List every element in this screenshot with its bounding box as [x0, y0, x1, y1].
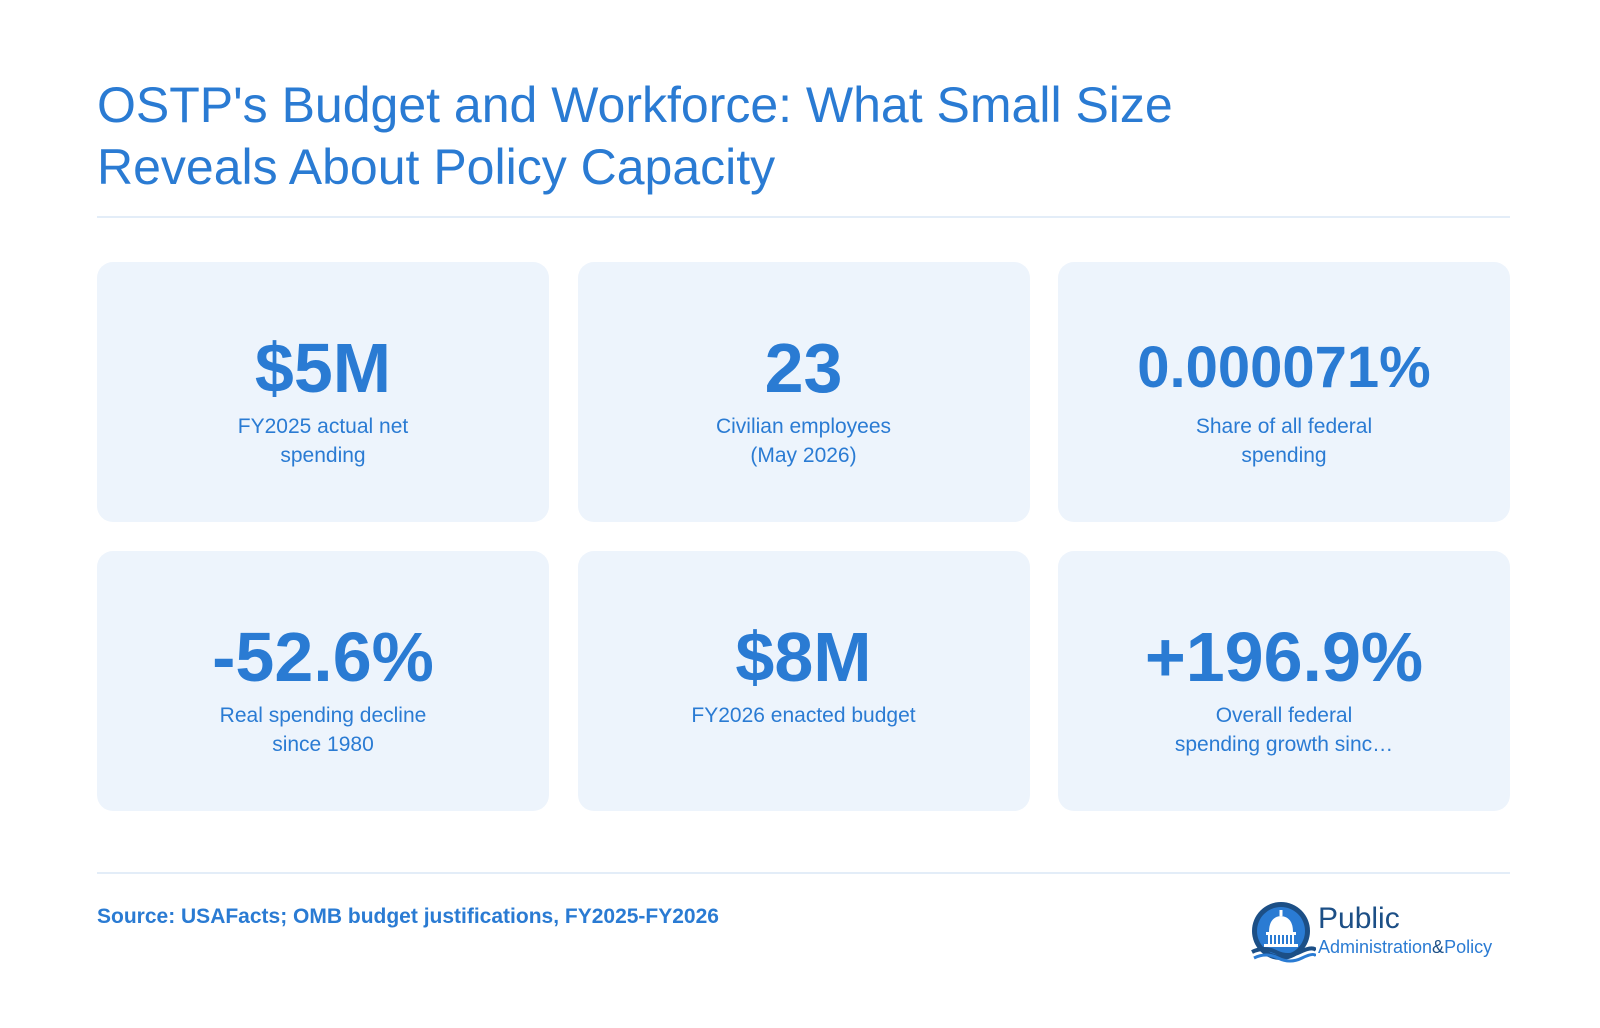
logo-ampersand: & — [1432, 937, 1445, 957]
page-title-line-1: OSTP's Budget and Workforce: What Small … — [97, 77, 1173, 133]
bottom-divider — [97, 872, 1510, 874]
stat-value: 0.000071% — [1137, 335, 1431, 400]
stat-value: 23 — [764, 329, 843, 407]
logo-word-policy: Policy — [1444, 937, 1493, 957]
logo-word-admin-policy: Administration&Policy — [1318, 936, 1492, 958]
stat-card-fy2026-budget: $8M FY2026 enacted budget — [577, 551, 1030, 811]
stat-label-line: spending — [280, 444, 366, 467]
stat-label: FY2026 enacted budget — [679, 701, 929, 730]
stat-label-line: Overall federal — [1215, 704, 1353, 727]
stat-card-real-decline: -52.6% Real spending decline since 1980 — [97, 551, 549, 811]
logo-word-admin: Administration — [1318, 937, 1433, 957]
page-title-line-2: Reveals About Policy Capacity — [97, 139, 776, 195]
stat-label-line: (May 2026) — [750, 444, 857, 467]
stat-label-line: spending — [1241, 444, 1327, 467]
stat-card-federal-share: 0.000071% Share of all federal spending — [1058, 262, 1510, 522]
stat-card-federal-growth: +196.9% Overall federal spending growth … — [1058, 551, 1510, 811]
stat-label: Real spending decline since 1980 — [198, 701, 448, 759]
stat-value: -52.6% — [212, 618, 434, 696]
stat-label: Overall federal spending growth sinc… — [1159, 701, 1409, 759]
stat-card-employees: 23 Civilian employees (May 2026) — [577, 262, 1030, 522]
stat-label-line: since 1980 — [272, 733, 374, 756]
publisher-logo: Public Administration&Policy — [1250, 900, 1510, 970]
stat-value: $8M — [735, 618, 872, 696]
source-note: Source: USAFacts; OMB budget justificati… — [97, 905, 719, 928]
stat-label-line: FY2026 enacted budget — [691, 704, 916, 727]
stat-card-fy2025-spending: $5M FY2025 actual net spending — [97, 262, 549, 522]
stats-grid: $5M FY2025 actual net spending 23 Civili… — [97, 262, 1510, 811]
stat-label: FY2025 actual net spending — [198, 412, 448, 470]
stat-label-line: Share of all federal — [1195, 415, 1373, 438]
stat-label-line: Civilian employees — [715, 415, 892, 438]
stat-label-line: FY2025 actual net — [237, 415, 409, 438]
stat-value: $5M — [254, 329, 392, 407]
top-divider — [97, 216, 1510, 218]
stat-label-line: Real spending decline — [219, 704, 427, 727]
logo-word-public: Public — [1318, 902, 1400, 935]
capitol-dome-icon — [1251, 902, 1316, 963]
stat-value: +196.9% — [1144, 618, 1424, 696]
stat-label: Share of all federal spending — [1159, 412, 1409, 470]
page-title: OSTP's Budget and Workforce: What Small … — [97, 74, 1397, 198]
stat-label: Civilian employees (May 2026) — [679, 412, 929, 470]
stat-label-line: spending growth sinc… — [1174, 733, 1394, 756]
